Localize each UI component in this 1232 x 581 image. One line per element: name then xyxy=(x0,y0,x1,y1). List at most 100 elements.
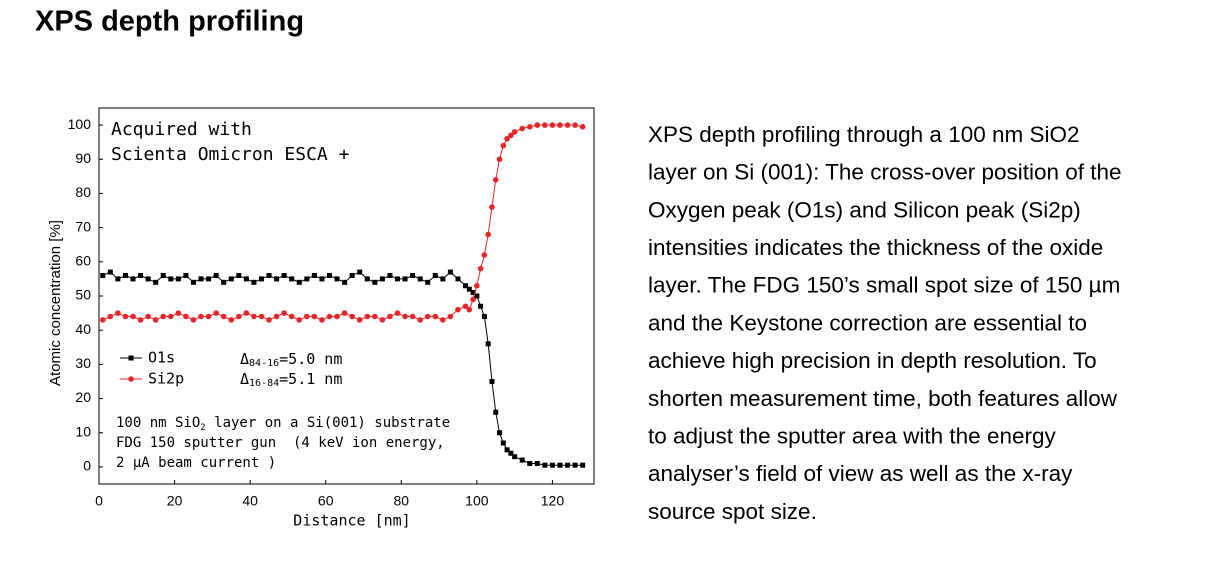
marker xyxy=(470,290,476,296)
marker xyxy=(565,462,571,468)
annotation: Scienta Omicron ESCA + xyxy=(111,144,350,165)
marker xyxy=(379,276,385,282)
y-tick-label: 20 xyxy=(75,389,91,405)
marker xyxy=(455,276,461,282)
marker xyxy=(175,310,182,316)
marker xyxy=(251,313,257,320)
marker xyxy=(508,132,514,139)
marker xyxy=(319,317,325,323)
marker xyxy=(497,430,503,436)
note-subscript: 2 xyxy=(200,423,205,433)
marker xyxy=(372,313,378,320)
marker xyxy=(167,313,174,320)
marker xyxy=(424,313,431,320)
marker xyxy=(304,276,310,282)
marker xyxy=(417,276,423,282)
annotation: Δ84-16=5.0 nm xyxy=(240,350,342,370)
marker xyxy=(206,276,212,282)
marker xyxy=(107,313,114,320)
marker xyxy=(205,313,212,320)
marker xyxy=(519,125,526,132)
marker xyxy=(557,122,563,128)
marker xyxy=(580,462,586,468)
marker xyxy=(485,341,491,347)
legend-marker xyxy=(128,355,134,361)
marker xyxy=(379,317,386,323)
x-tick-label: 80 xyxy=(394,493,410,509)
marker xyxy=(485,231,491,238)
marker xyxy=(504,135,510,142)
marker xyxy=(511,129,518,135)
marker xyxy=(493,409,499,415)
marker xyxy=(289,276,295,282)
annotation: FDG 150 sputter gun (4 keV ion energy, xyxy=(116,435,445,451)
marker xyxy=(213,272,219,278)
delta-subscript: 16-84 xyxy=(249,378,279,389)
marker xyxy=(138,272,144,278)
body-text-line: analyser’s field of view as well as the … xyxy=(648,461,1073,486)
marker xyxy=(236,272,242,278)
marker xyxy=(481,252,488,258)
y-tick-label: 40 xyxy=(75,321,91,337)
marker xyxy=(534,460,540,466)
body-text-line: achieve high precision in depth resoluti… xyxy=(648,348,1097,373)
marker xyxy=(410,272,416,278)
marker xyxy=(542,122,548,128)
y-tick-label: 80 xyxy=(75,184,91,200)
annotation: 100 nm SiO2 layer on a Si(001) substrate xyxy=(116,415,450,433)
marker xyxy=(478,303,484,309)
page-title: XPS depth profiling xyxy=(35,6,304,38)
marker xyxy=(99,317,106,323)
marker xyxy=(198,313,204,320)
body-text-line: XPS depth profiling through a 100 nm SiO… xyxy=(648,122,1080,147)
marker xyxy=(221,279,227,285)
y-tick-label: 60 xyxy=(75,253,91,269)
marker xyxy=(107,269,113,275)
marker xyxy=(228,317,235,323)
marker xyxy=(190,317,197,323)
marker xyxy=(341,310,348,316)
delta-text: =5.0 nm xyxy=(279,350,342,368)
marker xyxy=(100,272,106,278)
body-text-line: and the Keystone correction are essentia… xyxy=(648,310,1087,335)
marker xyxy=(160,313,167,320)
marker xyxy=(395,276,401,282)
marker xyxy=(474,293,480,299)
marker xyxy=(168,276,174,282)
marker xyxy=(115,310,121,316)
marker xyxy=(440,276,446,282)
marker xyxy=(349,313,355,320)
marker xyxy=(281,310,287,316)
marker xyxy=(236,313,242,320)
marker xyxy=(122,313,129,320)
marker xyxy=(425,279,431,285)
marker xyxy=(496,156,503,163)
marker xyxy=(466,306,473,313)
x-tick-label: 100 xyxy=(465,493,489,509)
marker xyxy=(432,272,438,278)
marker xyxy=(549,122,556,128)
marker xyxy=(288,313,295,320)
y-tick-label: 90 xyxy=(75,150,91,166)
marker xyxy=(455,306,461,313)
marker xyxy=(266,317,272,323)
legend-label: O1s xyxy=(148,349,175,367)
marker xyxy=(504,447,510,453)
y-tick-label: 100 xyxy=(68,116,92,132)
marker xyxy=(489,378,495,384)
marker xyxy=(466,286,472,292)
marker xyxy=(220,313,227,320)
marker xyxy=(579,124,586,130)
marker xyxy=(311,272,317,278)
marker xyxy=(326,272,332,278)
marker xyxy=(489,204,495,210)
marker xyxy=(394,310,401,316)
body-text-line: shorten measurement time, both features … xyxy=(648,386,1118,411)
y-tick-label: 0 xyxy=(83,458,91,474)
marker xyxy=(447,313,454,320)
marker xyxy=(387,272,393,278)
marker xyxy=(440,317,446,323)
marker xyxy=(243,310,250,316)
marker xyxy=(492,176,499,183)
marker xyxy=(115,276,121,282)
